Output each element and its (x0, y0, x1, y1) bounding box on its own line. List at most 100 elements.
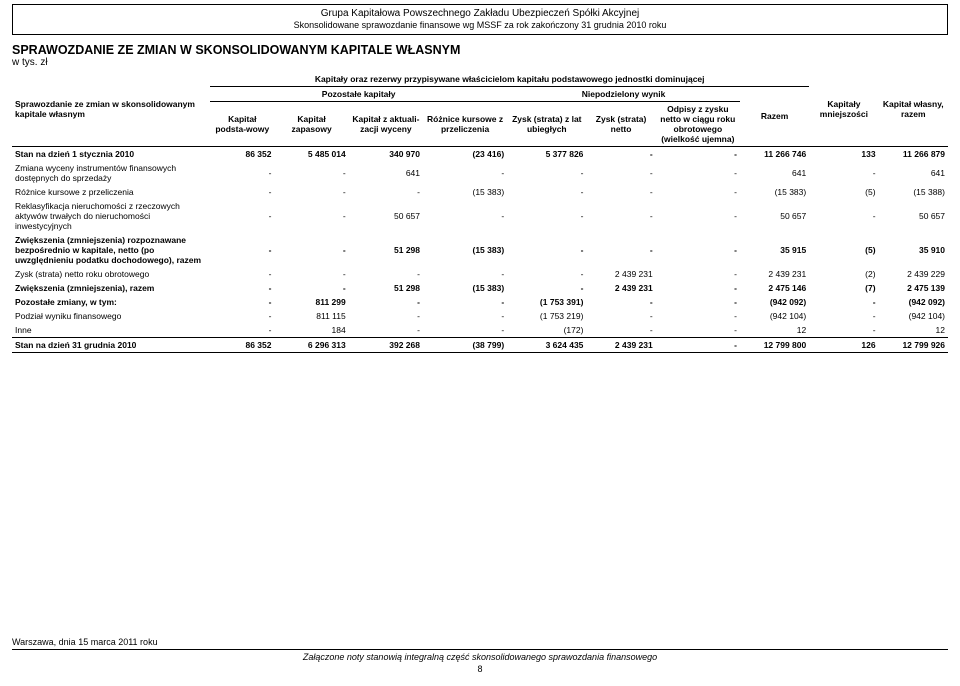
value-cell: - (507, 281, 586, 295)
table-row: Podział wyniku finansowego-811 115--(1 7… (12, 309, 948, 323)
value-cell: (942 092) (740, 295, 809, 309)
th-c3: Kapitał z aktuali-zacji wyceny (349, 101, 423, 146)
value-cell: 50 657 (879, 199, 948, 233)
table-row: Inne-184--(172)--12-12 (12, 323, 948, 338)
value-cell: (172) (507, 323, 586, 338)
value-cell: - (423, 309, 507, 323)
value-cell: - (210, 185, 274, 199)
th-c1: Kapitał podsta-wowy (210, 101, 274, 146)
value-cell: (15 388) (879, 185, 948, 199)
row-label-cell: Podział wyniku finansowego (12, 309, 210, 323)
value-cell: 51 298 (349, 281, 423, 295)
value-cell: 50 657 (349, 199, 423, 233)
value-cell: - (349, 309, 423, 323)
value-cell: - (210, 267, 274, 281)
unit-label: w tys. zł (12, 57, 948, 68)
value-cell: - (656, 146, 740, 161)
value-cell: 12 799 926 (879, 337, 948, 352)
value-cell: - (210, 295, 274, 309)
th-pozostale: Pozostałe kapitały (210, 86, 507, 101)
th-razem: Razem (740, 86, 809, 146)
table-row: Zwiększenia (zmniejszenia) rozpoznawane … (12, 233, 948, 267)
value-cell: 2 439 231 (586, 281, 655, 295)
footer-place-date: Warszawa, dnia 15 marca 2011 roku (12, 637, 948, 647)
th-row-label: Sprawozdanie ze zmian w skonsolidowanym … (15, 99, 207, 119)
value-cell: (7) (809, 281, 878, 295)
value-cell: 126 (809, 337, 878, 352)
value-cell: 392 268 (349, 337, 423, 352)
th-top-span: Kapitały oraz rezerwy przypisywane właśc… (210, 72, 809, 87)
table-row: Różnice kursowe z przeliczenia---(15 383… (12, 185, 948, 199)
value-cell: - (809, 309, 878, 323)
value-cell: - (507, 199, 586, 233)
page-number: 8 (12, 664, 948, 674)
value-cell: - (349, 323, 423, 338)
equity-table: Sprawozdanie ze zmian w skonsolidowanym … (12, 72, 948, 353)
value-cell: 12 799 800 (740, 337, 809, 352)
value-cell: - (586, 295, 655, 309)
value-cell: 133 (809, 146, 878, 161)
value-cell: - (210, 281, 274, 295)
value-cell: (15 383) (423, 281, 507, 295)
header-company: Grupa Kapitałowa Powszechnego Zakładu Ub… (19, 7, 941, 20)
value-cell: 11 266 746 (740, 146, 809, 161)
value-cell: - (656, 199, 740, 233)
value-cell: - (586, 233, 655, 267)
value-cell: - (656, 337, 740, 352)
th-wlasny-razem: Kapitał własny, razem (879, 72, 948, 147)
value-cell: - (274, 199, 348, 233)
th-c7: Odpisy z zysku netto w ciągu roku obroto… (656, 101, 740, 146)
row-label-cell: Inne (12, 323, 210, 338)
value-cell: (38 799) (423, 337, 507, 352)
value-cell: - (586, 323, 655, 338)
value-cell: 2 439 231 (740, 267, 809, 281)
th-c4: Różnice kursowe z przeliczenia (423, 101, 507, 146)
value-cell: - (507, 161, 586, 185)
page-title: SPRAWOZDANIE ZE ZMIAN W SKONSOLIDOWANYM … (12, 43, 948, 57)
value-cell: - (586, 309, 655, 323)
equity-table-wrap: Sprawozdanie ze zmian w skonsolidowanym … (12, 72, 948, 353)
value-cell: 184 (274, 323, 348, 338)
value-cell: - (809, 323, 878, 338)
value-cell: 5 377 826 (507, 146, 586, 161)
value-cell: - (423, 267, 507, 281)
value-cell: 340 970 (349, 146, 423, 161)
value-cell: - (656, 161, 740, 185)
table-row: Pozostałe zmiany, w tym:-811 299--(1 753… (12, 295, 948, 309)
value-cell: 641 (740, 161, 809, 185)
row-label-cell: Zysk (strata) netto roku obrotowego (12, 267, 210, 281)
row-label-cell: Stan na dzień 31 grudnia 2010 (12, 337, 210, 352)
value-cell: 2 475 139 (879, 281, 948, 295)
value-cell: - (423, 199, 507, 233)
value-cell: 12 (740, 323, 809, 338)
value-cell: - (274, 161, 348, 185)
value-cell: 86 352 (210, 146, 274, 161)
value-cell: - (507, 185, 586, 199)
value-cell: - (809, 295, 878, 309)
value-cell: (15 383) (423, 233, 507, 267)
value-cell: - (507, 233, 586, 267)
value-cell: - (809, 161, 878, 185)
table-row: Reklasyfikacja nieruchomości z rzeczowyc… (12, 199, 948, 233)
value-cell: - (423, 161, 507, 185)
value-cell: - (656, 295, 740, 309)
value-cell: - (423, 323, 507, 338)
value-cell: 86 352 (210, 337, 274, 352)
table-row: Zmiana wyceny instrumentów finansowych d… (12, 161, 948, 185)
value-cell: 35 915 (740, 233, 809, 267)
value-cell: - (656, 233, 740, 267)
value-cell: 811 115 (274, 309, 348, 323)
value-cell: - (274, 185, 348, 199)
value-cell: - (210, 233, 274, 267)
value-cell: - (656, 281, 740, 295)
table-row: Zysk (strata) netto roku obrotowego-----… (12, 267, 948, 281)
table-row: Zwiększenia (zmniejszenia), razem--51 29… (12, 281, 948, 295)
th-c5: Zysk (strata) z lat ubiegłych (507, 101, 586, 146)
value-cell: 641 (349, 161, 423, 185)
table-row: Stan na dzień 31 grudnia 201086 3526 296… (12, 337, 948, 352)
row-label-cell: Pozostałe zmiany, w tym: (12, 295, 210, 309)
value-cell: - (210, 323, 274, 338)
value-cell: - (586, 185, 655, 199)
value-cell: - (656, 323, 740, 338)
row-label-cell: Stan na dzień 1 stycznia 2010 (12, 146, 210, 161)
